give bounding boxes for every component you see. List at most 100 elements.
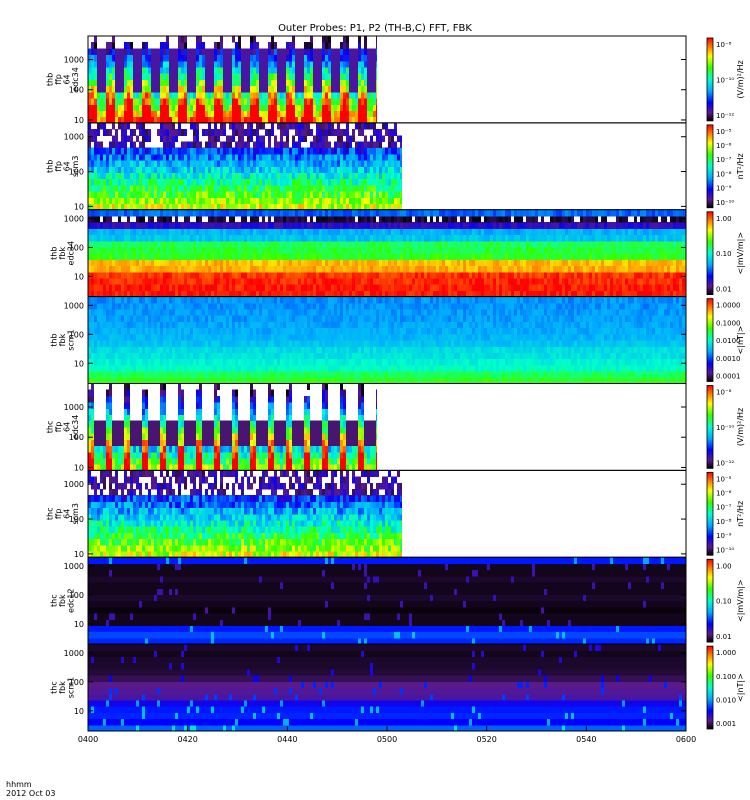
spectrogram-cell [190,122,193,130]
spectrogram-cell [226,191,229,198]
spectrogram-cell [298,265,301,273]
spectrogram-cell [505,259,508,267]
spectrogram-cell [607,284,610,291]
spectrogram-cell [286,116,289,124]
spectrogram-cell [121,48,124,56]
spectrogram-cell [406,240,409,248]
spectrogram-cell [334,98,337,105]
spectrogram-cell [280,234,283,242]
spectrogram-cell [250,172,253,180]
spectrogram-cell [175,178,178,186]
spectrogram-cell [286,110,289,118]
spectrogram-cell [373,184,376,192]
spectrogram-cell [463,259,466,267]
spectrogram-cell [112,240,115,248]
spectrogram-cell [397,247,400,254]
spectrogram-cell [421,240,424,248]
spectrogram-cell [187,247,190,254]
spectrogram-cell [136,290,139,298]
spectrogram-cell [316,122,319,130]
spectrogram-cell [328,116,331,124]
spectrogram-cell [124,284,127,291]
spectrogram-cell [142,197,145,204]
spectrogram-cell [385,271,388,279]
spectrogram-cell [355,79,358,87]
spectrogram-cell [223,122,226,130]
spectrogram-cell [178,91,181,99]
spectrogram-cell [223,290,226,298]
spectrogram-cell [226,79,229,87]
spectrogram-cell [448,216,451,223]
spectrogram-cell [187,79,190,87]
spectrogram-cell [385,253,388,260]
spectrogram-cell [439,222,442,229]
spectrogram-cell [406,216,409,223]
spectrogram-cell [355,116,358,124]
spectrogram-cell [262,116,265,124]
spectrogram-cell [355,247,358,254]
spectrogram-cell [313,79,316,87]
spectrogram-cell [580,240,583,248]
spectrogram-cell [541,228,544,236]
spectrogram-cell [136,135,139,142]
spectrogram-cell [229,110,232,118]
spectrogram-cell [529,271,532,279]
spectrogram-cell [223,54,226,62]
spectrogram-cell [496,259,499,267]
spectrogram-cell [427,290,430,298]
spectrogram-cell [271,153,274,161]
spectrogram-cell [202,265,205,273]
spectrogram-cell [286,135,289,142]
spectrogram-cell [592,290,595,298]
spectrogram-cell [547,253,550,260]
spectrogram-cell [274,240,277,248]
spectrogram-cell [154,197,157,204]
spectrogram-cell [283,122,286,130]
spectrogram-cell [388,147,391,155]
spectrogram-cell [334,60,337,68]
spectrogram-cell [274,54,277,62]
spectrogram-cell [175,98,178,105]
spectrogram-cell [301,129,304,136]
spectrogram-cell [364,259,367,267]
spectrogram-cell [100,234,103,242]
spectrogram-cell [358,147,361,155]
spectrogram-cell [313,104,316,111]
spectrogram-cell [124,253,127,260]
spectrogram-cell [184,153,187,161]
spectrogram-cell [154,79,157,87]
spectrogram-cell [487,290,490,298]
spectrogram-cell [601,290,604,298]
spectrogram-cell [229,135,232,142]
spectrogram-cell [190,98,193,105]
spectrogram-cell [187,259,190,267]
spectrogram-cell [253,60,256,68]
spectrogram-cell [304,278,307,285]
spectrogram-cell [181,42,184,49]
spectrogram-cell [319,253,322,260]
spectrogram-cell [244,228,247,236]
spectrogram-cell [103,67,106,74]
spectrogram-cell [121,234,124,242]
spectrogram-cell [478,216,481,223]
spectrogram-cell [598,253,601,260]
spectrogram-cell [88,290,91,298]
spectrogram-cell [490,253,493,260]
spectrogram-cell [139,197,142,204]
spectrogram-cell [250,265,253,273]
spectrogram-cell [205,271,208,279]
spectrogram-cell [190,284,193,291]
spectrogram-cell [121,253,124,260]
spectrogram-cell [397,234,400,242]
spectrogram-cell [367,153,370,161]
spectrogram-cell [400,278,403,285]
spectrogram-cell [319,234,322,242]
spectrogram-cell [208,222,211,229]
spectrogram-cell [367,222,370,229]
spectrogram-cell [256,209,259,217]
spectrogram-cell [259,116,262,124]
spectrogram-cell [460,284,463,291]
spectrogram-cell [253,54,256,62]
spectrogram-cell [334,166,337,173]
spectrogram-cell [322,228,325,236]
